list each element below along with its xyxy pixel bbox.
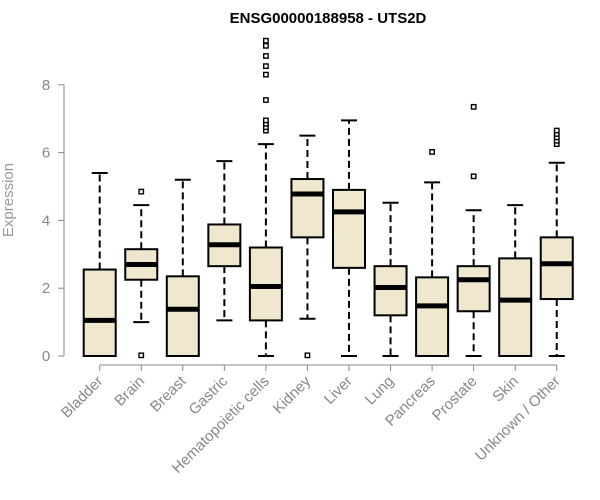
outlier-point (553, 127, 560, 134)
box-group (82, 171, 117, 357)
box-group (539, 127, 574, 357)
outlier-point (263, 117, 269, 124)
box-iqr (165, 275, 200, 357)
box-group (332, 119, 366, 357)
y-tick-label: 2 (42, 280, 50, 297)
y-axis-label: Expression (0, 163, 17, 237)
x-tick-label: Brain (111, 373, 148, 410)
outlier-point (138, 188, 145, 195)
box-series (82, 37, 574, 359)
box-iqr (290, 178, 325, 239)
y-tick-label: 0 (42, 348, 50, 365)
box-group (124, 188, 159, 359)
outlier-point (263, 63, 269, 70)
outlier-point (470, 103, 477, 110)
box-iqr (373, 265, 408, 317)
outlier-point (263, 97, 269, 103)
box-group (373, 201, 408, 357)
box-group (290, 134, 325, 359)
box-group (165, 178, 200, 357)
x-tick-label: Liver (321, 373, 356, 408)
x-tick-label: Bladder (58, 373, 107, 422)
chart-title: ENSG00000188958 - UTS2D (230, 10, 427, 27)
y-axis: 0 2 4 6 8 (42, 77, 65, 365)
outlier-point (263, 42, 269, 49)
outlier-point (138, 352, 145, 359)
box-group (456, 103, 491, 357)
x-tick-label: Breast (147, 372, 190, 415)
outlier-point (263, 37, 269, 44)
outlier-point (470, 173, 477, 180)
box-iqr (82, 268, 117, 357)
box-iqr (415, 276, 450, 357)
y-tick-label: 6 (42, 145, 50, 162)
x-tick-label: Kidney (270, 372, 315, 417)
y-tick-label: 4 (42, 212, 50, 229)
x-tick-label: Lung (362, 373, 398, 409)
box-iqr (332, 188, 366, 269)
box-iqr (539, 236, 574, 301)
box-group (248, 37, 283, 357)
x-tick-label: Prostate (429, 373, 481, 425)
outlier-point (263, 53, 269, 59)
box-iqr (248, 246, 283, 322)
box-group (498, 204, 533, 358)
y-tick-label: 8 (42, 77, 50, 94)
outlier-point (304, 352, 311, 359)
x-tick-label: Skin (489, 373, 522, 406)
outlier-point (263, 71, 269, 78)
outlier-point (429, 149, 435, 155)
box-group (207, 160, 242, 322)
box-group (415, 149, 450, 357)
box-iqr (456, 265, 491, 313)
box-iqr (498, 257, 533, 358)
